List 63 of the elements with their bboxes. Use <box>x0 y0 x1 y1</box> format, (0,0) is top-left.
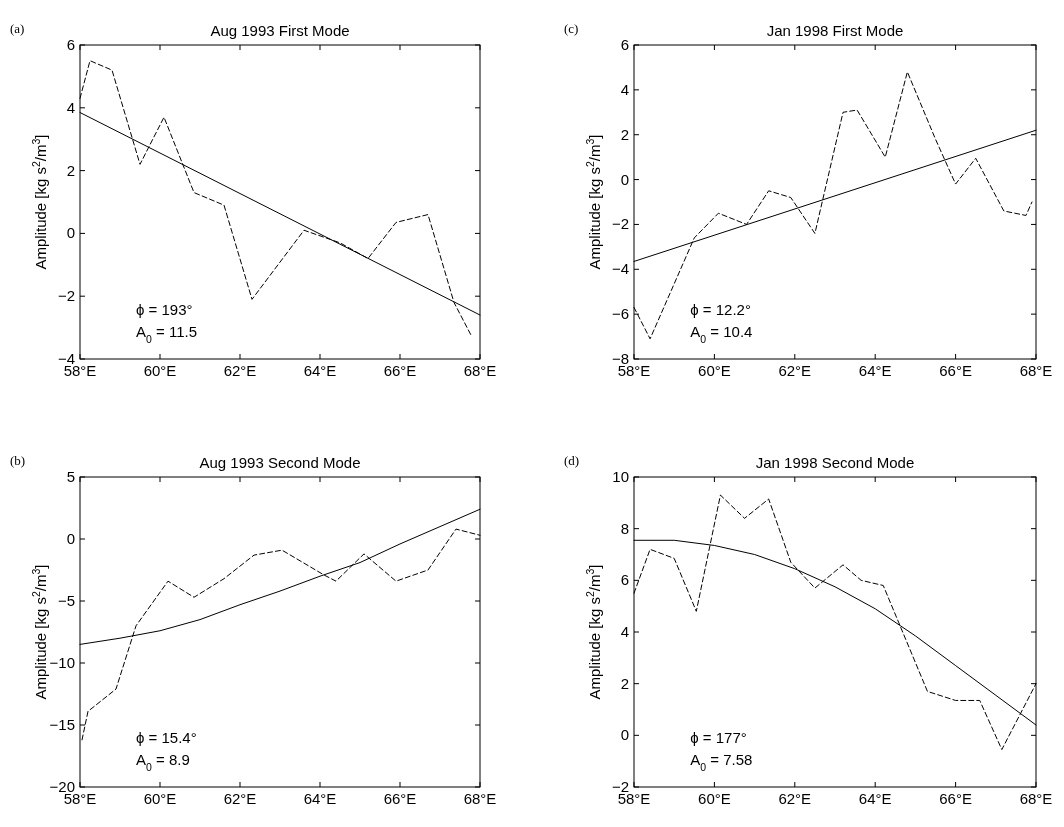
y-tick-label: −5 <box>57 592 75 609</box>
chart-title: Aug 1993 First Mode <box>210 22 350 39</box>
x-tick-label: 66°E <box>939 790 972 807</box>
y-tick-label: 0 <box>66 530 75 547</box>
x-tick-label: 68°E <box>1019 362 1053 379</box>
annotation: A$_{0}$ = 8.9 <box>136 751 190 773</box>
x-tick-label: 64°E <box>303 362 337 379</box>
x-tick-label: 60°E <box>698 362 731 379</box>
annotation: ϕ = 15.4° <box>136 729 197 746</box>
x-tick-label: 62°E <box>778 790 812 807</box>
x-tick-label: 62°E <box>778 362 812 379</box>
y-tick-label: 2 <box>620 674 629 692</box>
x-tick-label: 64°E <box>858 362 892 379</box>
y-tick-label: −4 <box>57 350 75 367</box>
y-tick-label: −2 <box>611 215 629 233</box>
text: (c) <box>564 21 579 36</box>
x-tick-label: 66°E <box>383 362 417 379</box>
y-tick-label: 4 <box>620 623 629 640</box>
y-tick-label: −8 <box>611 350 629 367</box>
x-tick-label: 66°E <box>383 790 417 807</box>
x-tick-label: 68°E <box>463 362 497 379</box>
y-tick-label: 8 <box>620 519 629 537</box>
y-tick-label: 6 <box>620 571 629 589</box>
y-tick-label: 5 <box>66 468 75 485</box>
annotation: A$_{0}$ = 11.5 <box>136 323 198 345</box>
y-tick-label: 4 <box>620 80 629 98</box>
x-tick-label: 62°E <box>223 790 257 807</box>
chart-title: Aug 1993 Second Mode <box>199 454 361 471</box>
x-tick-label: 68°E <box>463 790 497 807</box>
y-tick-label: 0 <box>620 726 629 744</box>
text: (d) <box>564 453 580 468</box>
y-tick-label: 0 <box>620 170 629 188</box>
x-tick-label: 62°E <box>223 362 257 379</box>
chart-title: Jan 1998 First Mode <box>766 22 904 39</box>
y-tick-label: −2 <box>611 778 629 795</box>
y-tick-label: 10 <box>612 468 629 485</box>
annotation: ϕ = 12.2° <box>690 301 751 318</box>
y-tick-label: 2 <box>66 161 75 179</box>
x-tick-label: 64°E <box>858 790 892 807</box>
annotation: A$_{0}$ = 10.4 <box>690 323 753 345</box>
y-tick-label: −20 <box>49 778 75 795</box>
y-tick-label: 0 <box>66 224 75 242</box>
chart-title: Jan 1998 Second Mode <box>755 454 915 471</box>
y-tick-label: −6 <box>611 305 629 323</box>
text: (a) <box>10 21 25 36</box>
x-tick-label: 66°E <box>939 362 972 379</box>
y-tick-label: 6 <box>620 36 629 53</box>
annotation: A$_{0}$ = 7.58 <box>690 751 753 773</box>
x-tick-label: 68°E <box>1019 790 1053 807</box>
y-tick-label: 2 <box>620 125 629 143</box>
y-tick-label: −10 <box>49 654 75 671</box>
y-tick-label: 4 <box>66 98 75 116</box>
y-tick-label: −4 <box>611 260 629 278</box>
x-tick-label: 60°E <box>698 790 731 807</box>
x-tick-label: 60°E <box>143 790 177 807</box>
y-tick-label: −2 <box>57 287 75 305</box>
annotation: ϕ = 193° <box>136 301 193 318</box>
x-tick-label: 60°E <box>143 362 177 379</box>
text: (b) <box>10 453 26 468</box>
annotation: ϕ = 177° <box>690 729 747 746</box>
y-tick-label: 6 <box>66 36 75 53</box>
x-tick-label: 64°E <box>303 790 337 807</box>
y-tick-label: −15 <box>49 716 75 733</box>
